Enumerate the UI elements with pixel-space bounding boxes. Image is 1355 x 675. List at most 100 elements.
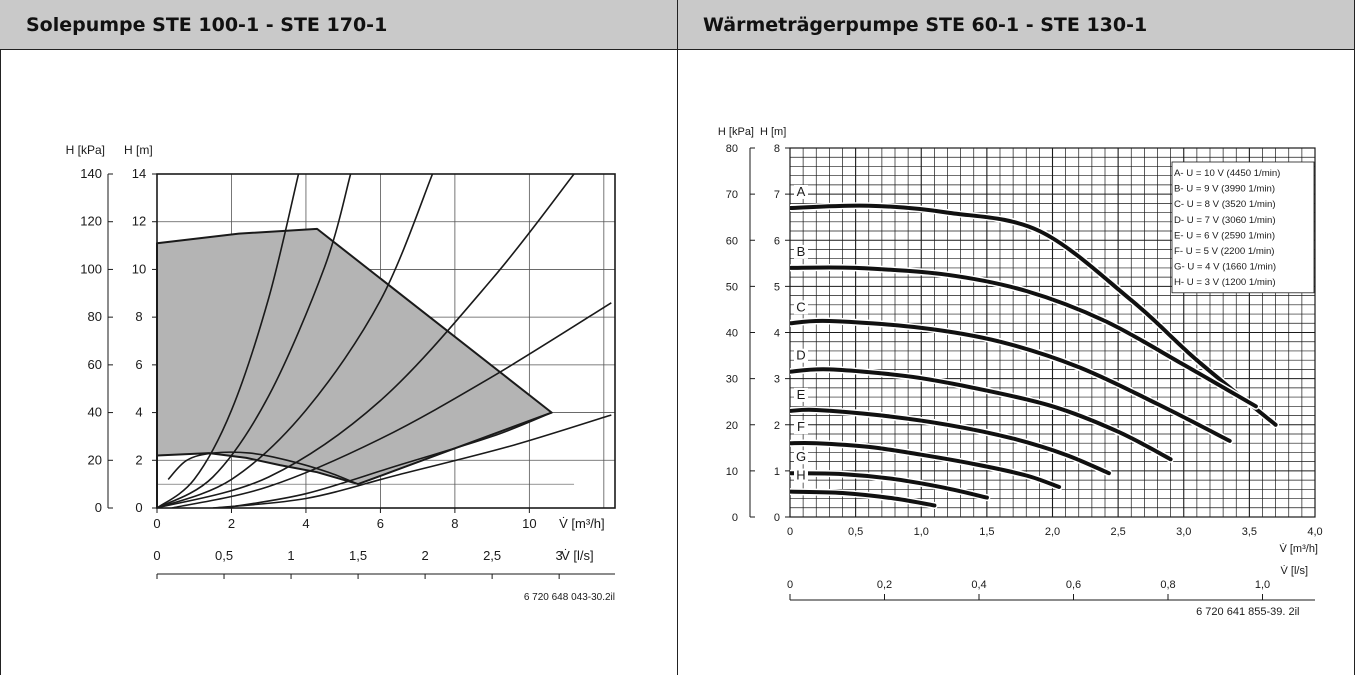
pump-curve-6 <box>212 414 612 508</box>
kpa-tick-label: 40 <box>726 328 738 340</box>
kpa-tick-label: 10 <box>726 466 738 478</box>
curve-label-C: C <box>796 299 805 314</box>
curve-label-B: B <box>797 244 806 259</box>
x2-axis-label: V̇ [l/s] <box>561 548 594 563</box>
kpa-tick-label: 20 <box>88 452 102 467</box>
x2-tick-label: 2,5 <box>483 548 501 563</box>
kpa-tick-label: 140 <box>80 166 102 181</box>
kpa-tick-label: 50 <box>726 281 738 293</box>
kpa-tick-label: 80 <box>88 309 102 324</box>
x2-tick-label: 0,4 <box>971 579 986 591</box>
x-tick-label: 4,0 <box>1307 526 1322 538</box>
y-axis-label-m: H [m] <box>124 143 153 157</box>
legend-entry: B- U = 9 V (3990 1/min) <box>1174 184 1275 195</box>
curve-label-bg <box>794 184 808 199</box>
pump-curve-4 <box>157 174 575 508</box>
legend-entry: D- U = 7 V (3060 1/min) <box>1174 215 1276 226</box>
curve-label-F: F <box>797 419 805 434</box>
m-tick-label: 5 <box>774 281 780 293</box>
m-tick-label: 12 <box>132 214 146 229</box>
legend-entry: F- U = 5 V (2200 1/min) <box>1174 246 1275 257</box>
legend-entry: E- U = 6 V (2590 1/min) <box>1174 230 1275 241</box>
curve-label-bg <box>794 348 808 363</box>
curve-label-G: G <box>796 449 806 464</box>
x2-tick-label: 0,2 <box>877 579 892 591</box>
x-tick-label: 1,5 <box>979 526 994 538</box>
m-tick-label: 14 <box>132 166 146 181</box>
kpa-tick-label: 0 <box>95 500 102 515</box>
x2-tick-label: 3 <box>556 548 563 563</box>
kpa-tick-label: 70 <box>726 189 738 201</box>
curve-label-bg <box>794 387 808 402</box>
kpa-tick-label: 20 <box>726 420 738 432</box>
kpa-tick-label: 40 <box>88 405 102 420</box>
x-tick-label: 2,5 <box>1110 526 1125 538</box>
m-tick-label: 0 <box>135 500 142 515</box>
m-tick-label: 7 <box>774 189 780 201</box>
m-tick-label: 8 <box>135 309 142 324</box>
figure-id-right: 6 720 641 855-39. 2il <box>1196 606 1299 618</box>
curve-label-bg <box>794 244 808 259</box>
m-tick-label: 4 <box>135 405 142 420</box>
kpa-tick-label: 0 <box>732 512 738 524</box>
x-tick-label: 2 <box>228 516 235 531</box>
x-tick-label: 10 <box>522 516 536 531</box>
curve-label-bg <box>794 420 808 435</box>
legend-entry: G- U = 4 V (1660 1/min) <box>1174 262 1276 273</box>
x-axis-label: V̇ [m³/h] <box>559 516 605 531</box>
kpa-tick-label: 80 <box>726 143 738 155</box>
curve-group <box>790 202 1280 509</box>
x-tick-label: 2,0 <box>1045 526 1060 538</box>
x2-tick-label: 2 <box>421 548 428 563</box>
x-tick-label: 1,0 <box>914 526 929 538</box>
curve-label-bg <box>794 300 808 315</box>
x2-axis-label: V̇ [l/s] <box>1281 564 1309 577</box>
x-tick-label: 6 <box>377 516 384 531</box>
curve-label-bg <box>794 468 808 483</box>
pump-curve-A <box>790 203 1278 427</box>
plot-frame <box>156 173 616 509</box>
operating-area <box>156 227 553 509</box>
x-tick-label: 0 <box>153 516 160 531</box>
pump-curve-G <box>790 471 989 500</box>
pump-curve-H <box>790 489 937 508</box>
curve-label-bg <box>794 450 808 465</box>
pump-curve-B <box>790 265 1258 409</box>
pump-curve-1 <box>157 174 300 508</box>
x2-tick-label: 0,5 <box>215 548 233 563</box>
m-tick-label: 3 <box>774 374 780 386</box>
x2-tick-label: 0,8 <box>1160 579 1175 591</box>
legend-entry: H- U = 3 V (1200 1/min) <box>1174 277 1276 288</box>
left-panel-title: Solepumpe STE 100-1 - STE 170-1 <box>0 0 677 50</box>
kpa-tick-label: 100 <box>80 261 102 276</box>
kpa-tick-label: 30 <box>726 374 738 386</box>
x2-tick-label: 1,0 <box>1255 579 1270 591</box>
legend-box <box>1171 161 1315 294</box>
pump-curve-2 <box>157 174 352 508</box>
figure-id-left: 6 720 648 043-30.2il <box>524 592 615 603</box>
pump-curve-8 <box>223 411 552 508</box>
m-tick-label: 1 <box>774 466 780 478</box>
m-tick-label: 2 <box>135 452 142 467</box>
legend-entry: C- U = 8 V (3520 1/min) <box>1174 199 1276 210</box>
m-tick-label: 2 <box>774 420 780 432</box>
kpa-tick-label: 60 <box>88 357 102 372</box>
x-axis-label: V̇ [m³/h] <box>1279 542 1318 555</box>
curve-group <box>157 174 612 508</box>
heat-carrier-pump-chart: A B C D E FGH A- U = 10 V (4450 1/min) B- U = 9… <box>718 126 1323 618</box>
m-tick-label: 4 <box>774 328 780 340</box>
curve-label-E: E <box>797 387 806 402</box>
pump-curve-7 <box>167 451 359 485</box>
column-divider <box>677 0 678 675</box>
m-tick-label: 6 <box>135 357 142 372</box>
m-tick-label: 0 <box>774 512 780 524</box>
y-axis-label-m: H [m] <box>760 126 786 138</box>
legend-entry: A- U = 10 V (4450 1/min) <box>1174 168 1280 179</box>
y-axis-label-kpa: H [kPa] <box>718 126 754 138</box>
right-panel-title: Wärmeträgerpumpe STE 60-1 - STE 130-1 <box>677 0 1354 50</box>
x2-tick-label: 0 <box>787 579 793 591</box>
x2-tick-label: 0 <box>153 548 160 563</box>
m-tick-label: 6 <box>774 235 780 247</box>
pump-curve-E <box>790 407 1111 476</box>
